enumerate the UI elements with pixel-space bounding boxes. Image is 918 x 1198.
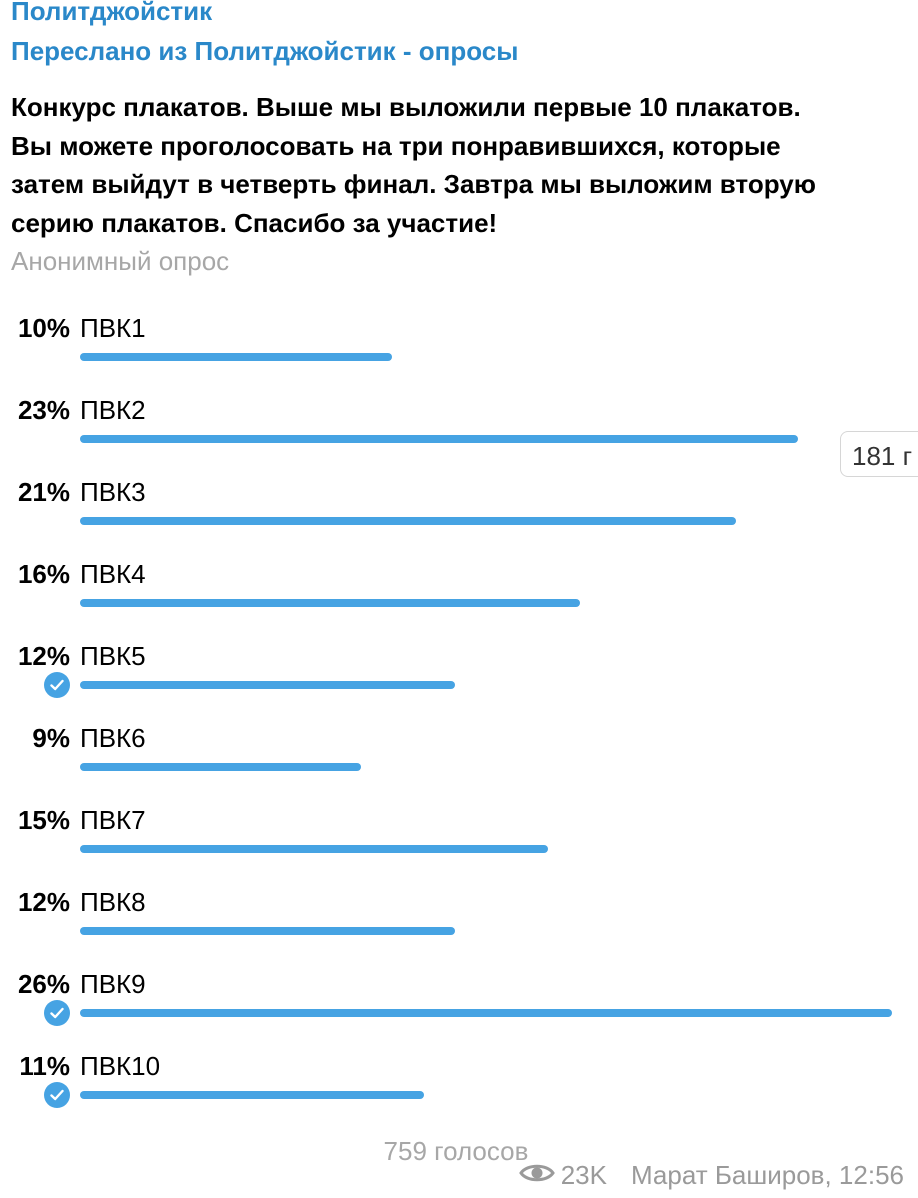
poll-option-percent: 9% — [32, 723, 70, 753]
poll-question-line: Конкурс плакатов. Выше мы выложили первы… — [11, 92, 801, 122]
poll-question-line: затем выйдут в четверть финал. Завтра мы… — [11, 169, 816, 199]
poll-option-percent: 12% — [17, 641, 70, 671]
poll-option[interactable]: 10% ПВК1 — [0, 313, 918, 395]
poll-option-label: ПВК3 — [80, 477, 146, 507]
check-icon — [44, 1000, 70, 1026]
poll-option-label: ПВК10 — [80, 1051, 161, 1081]
poll-option-percent: 23% — [17, 395, 70, 425]
poll-option-label: ПВК5 — [80, 641, 146, 671]
poll-option-label: ПВК1 — [80, 313, 146, 343]
poll-option[interactable]: 12% ПВК5 — [0, 641, 918, 723]
poll-option-bar — [80, 435, 798, 443]
poll-option-bar — [80, 927, 455, 935]
side-badge[interactable]: 181 г — [840, 431, 918, 477]
total-votes-button[interactable]: 759 голосов — [383, 1136, 529, 1166]
poll-option-percent: 26% — [17, 969, 70, 999]
poll-type-label: Анонимный опрос — [11, 246, 230, 276]
poll-option-label: ПВК9 — [80, 969, 146, 999]
channel-name[interactable]: Политджойстик — [11, 0, 213, 26]
poll-option-label: ПВК7 — [80, 805, 146, 835]
poll-option[interactable]: 12% ПВК8 — [0, 887, 918, 969]
poll-option[interactable]: 26% ПВК9 — [0, 969, 918, 1051]
poll-option-bar — [80, 1009, 892, 1017]
poll-option-percent: 11% — [19, 1051, 70, 1081]
poll-option[interactable]: 11% ПВК10 — [0, 1051, 918, 1133]
poll-option[interactable]: 23% ПВК2 — [0, 395, 918, 477]
forwarded-from-link[interactable]: Переслано из Политджойстик - опросы — [11, 36, 519, 66]
poll-option-bar — [80, 681, 455, 689]
poll-option-label: ПВК2 — [80, 395, 146, 425]
poll-question: Конкурс плакатов. Выше мы выложили первы… — [11, 88, 911, 242]
poll-option[interactable]: 9% ПВК6 — [0, 723, 918, 805]
poll-option-percent: 15% — [17, 805, 70, 835]
poll-option[interactable]: 15% ПВК7 — [0, 805, 918, 887]
message-meta: 23K Марат Баширов, 12:56 — [518, 1160, 904, 1191]
poll-option-bar — [80, 517, 736, 525]
poll-question-line: серию плакатов. Спасибо за участие! — [11, 207, 498, 238]
poll-option-label: ПВК4 — [80, 559, 146, 589]
poll-option-percent: 10% — [17, 313, 70, 343]
poll-option-bar — [80, 763, 361, 771]
poll-option-bar — [80, 599, 580, 607]
poll-option-bar — [80, 1091, 424, 1099]
poll-option-percent: 12% — [17, 887, 70, 917]
poll-option-label: ПВК8 — [80, 887, 146, 917]
eye-icon — [518, 1160, 555, 1191]
check-icon — [44, 1082, 70, 1108]
poll-option-label: ПВК6 — [80, 723, 146, 753]
poll-option-bar — [80, 353, 392, 361]
views-count: 23K — [560, 1160, 607, 1190]
check-icon — [44, 672, 70, 698]
poll-option[interactable]: 16% ПВК4 — [0, 559, 918, 641]
poll-option-bar — [80, 845, 548, 853]
poll-option[interactable]: 21% ПВК3 — [0, 477, 918, 559]
poll-option-percent: 16% — [17, 559, 70, 589]
poll-question-line: Вы можете проголосовать на три понравивш… — [11, 130, 781, 161]
author-time: Марат Баширов, 12:56 — [630, 1160, 904, 1190]
side-badge-text: 181 г — [852, 441, 913, 471]
poll-option-percent: 21% — [17, 477, 70, 507]
